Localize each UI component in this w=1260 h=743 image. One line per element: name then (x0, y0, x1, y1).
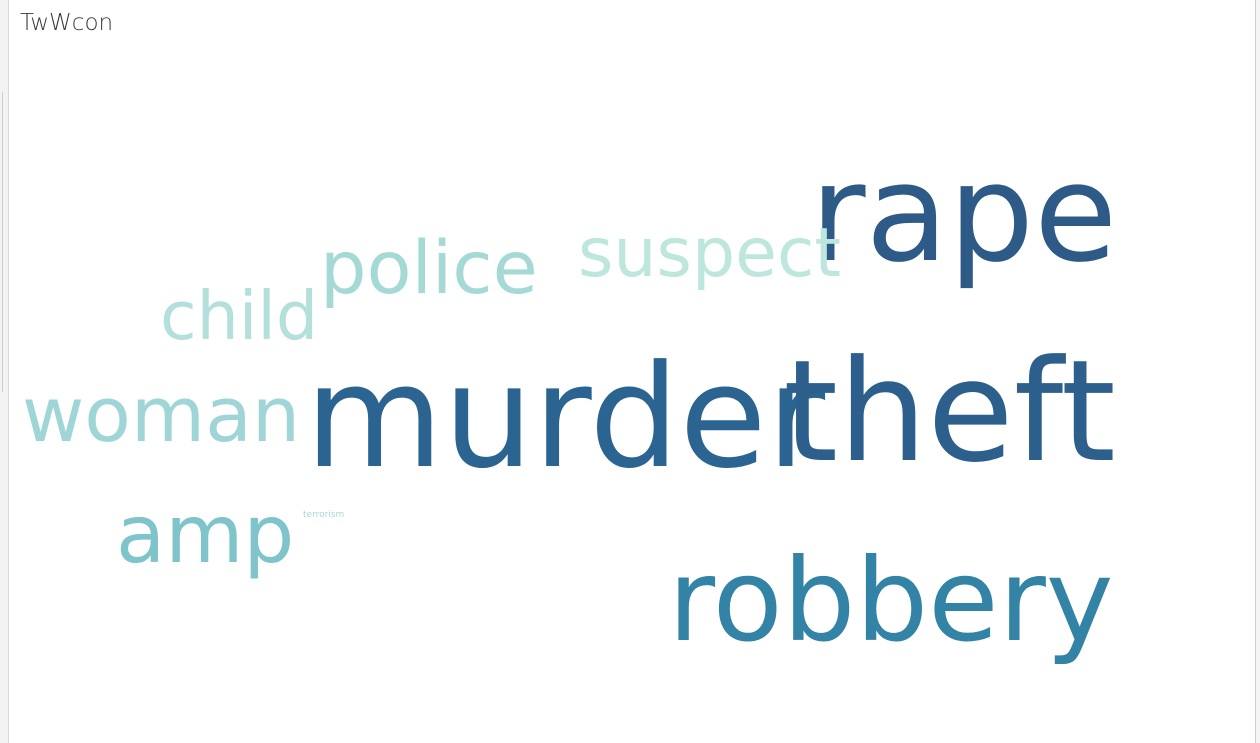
word-robbery[interactable]: robbery (668, 535, 1114, 668)
sheet-title: TwWcon (20, 10, 114, 36)
right-scrollbar[interactable] (1255, 0, 1260, 743)
word-child[interactable]: child (160, 277, 318, 355)
word-theft[interactable]: theft (783, 330, 1116, 494)
word-woman[interactable]: woman (22, 370, 300, 459)
word-suspect[interactable]: suspect (578, 214, 841, 293)
word-terrorism[interactable]: terrorism (303, 510, 344, 520)
word-rape[interactable]: rape (810, 135, 1117, 292)
word-amp[interactable]: amp (116, 487, 294, 581)
word-police[interactable]: police (320, 226, 538, 311)
word-murder[interactable]: murder (305, 335, 826, 500)
left-panel-edge (0, 0, 9, 743)
left-panel-splitter[interactable] (2, 92, 3, 392)
